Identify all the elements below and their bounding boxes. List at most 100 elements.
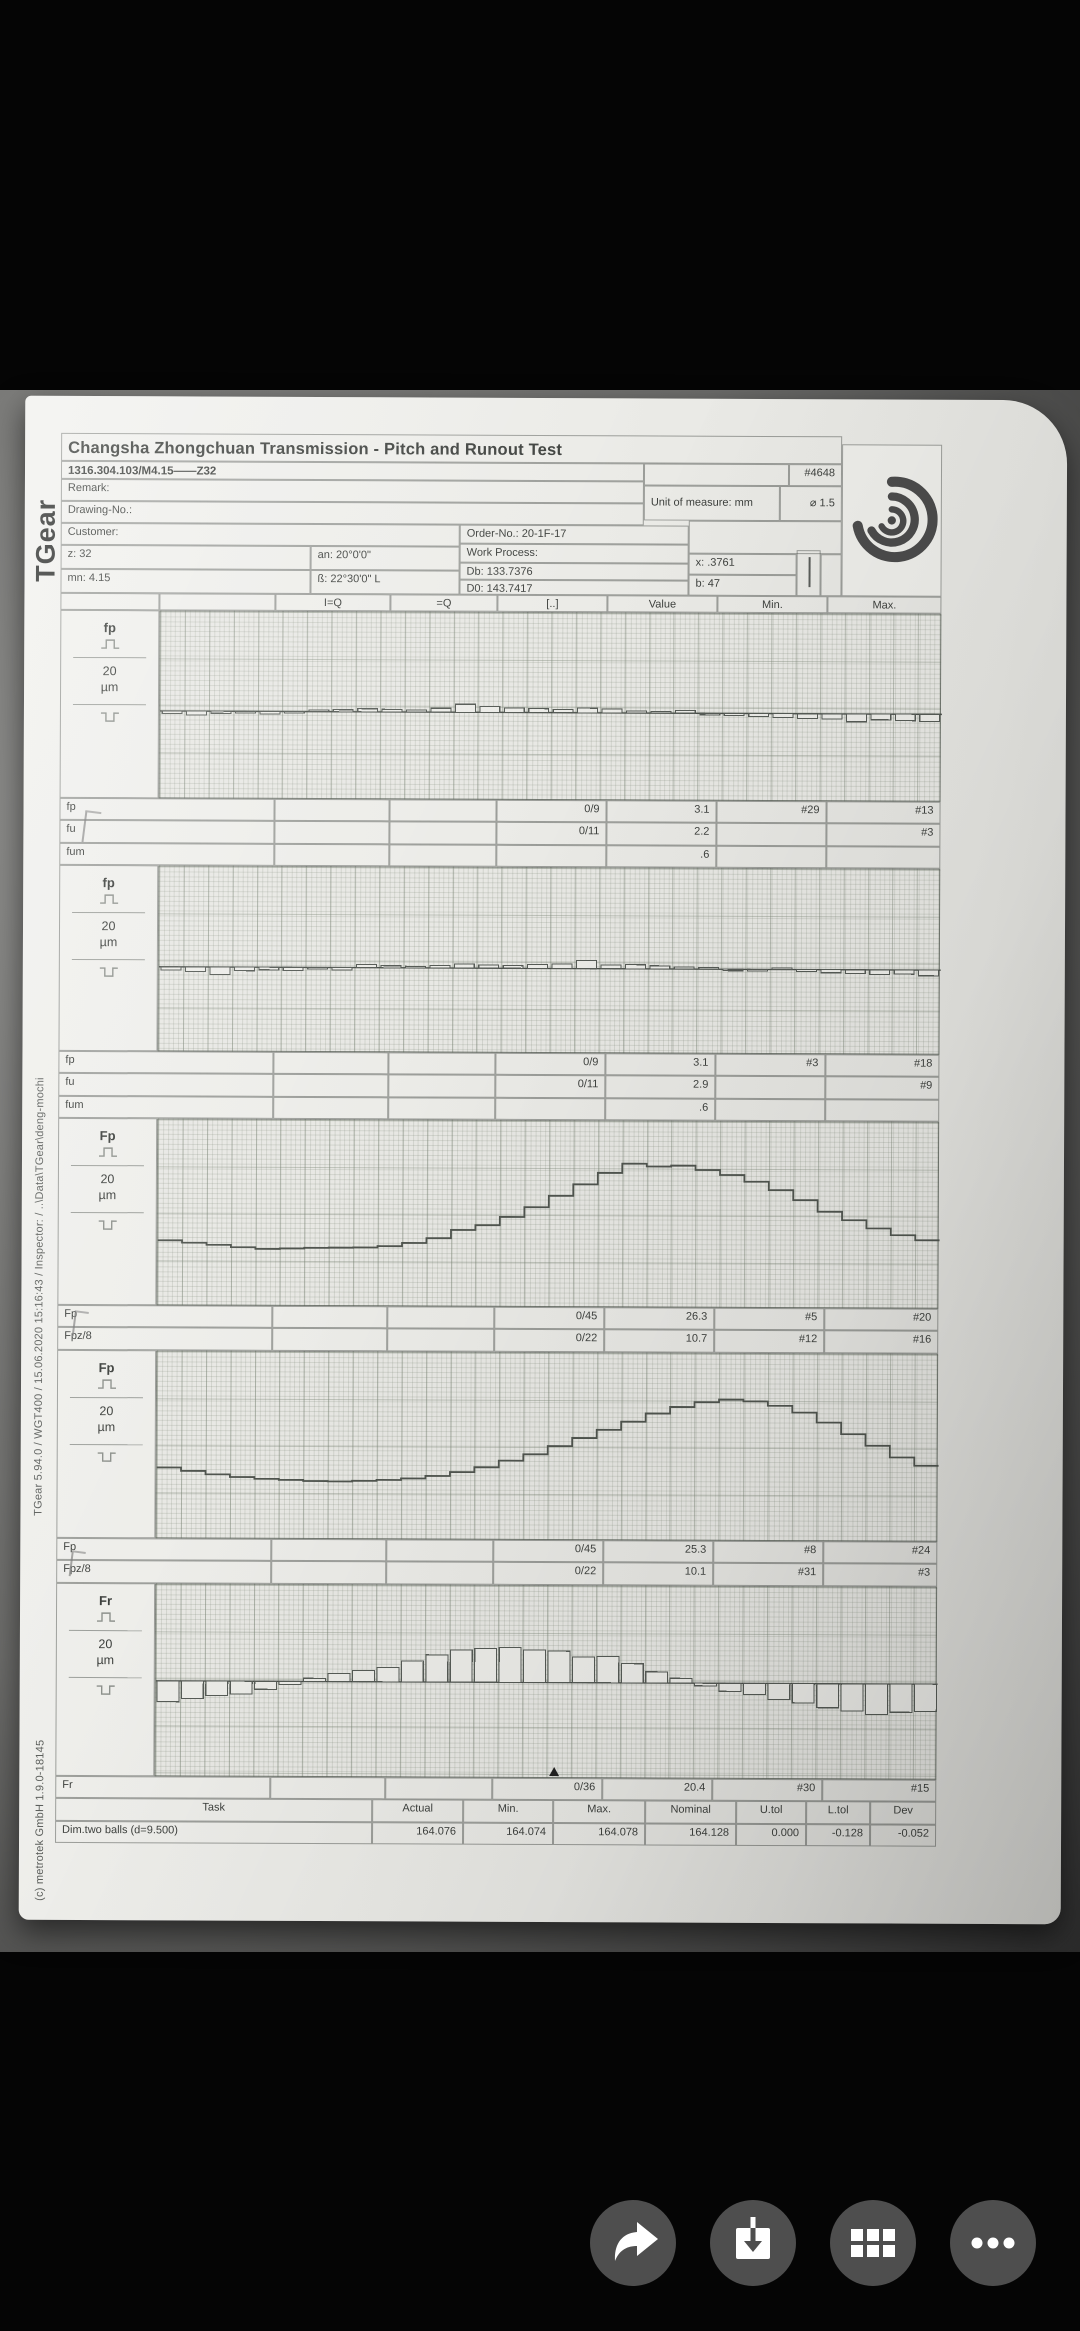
result-value: 0/11 (495, 1075, 606, 1099)
profile-shift: x: .3761 (688, 553, 797, 576)
serial-number: #4648 (788, 464, 843, 487)
result-value: #24 (823, 1541, 938, 1565)
task-header-4: Nominal (645, 1800, 737, 1824)
task-value: 164.074 (463, 1822, 554, 1846)
result-value (388, 1052, 496, 1076)
result-value: 3.1 (606, 800, 717, 824)
share-button[interactable] (590, 2200, 676, 2286)
result-value (716, 823, 827, 847)
flank-down-icon (97, 1452, 116, 1462)
customer-label: Customer: (60, 522, 460, 547)
scale-unit: µm (100, 680, 119, 695)
result-value: 0/22 (494, 1329, 605, 1353)
result-value: #29 (716, 800, 827, 824)
result-value: #3 (715, 1053, 826, 1077)
module: mn: 4.15 (60, 568, 311, 594)
chart-trace-4 (155, 1646, 938, 1777)
result-value: #20 (824, 1308, 939, 1332)
column-header-2: [..] (497, 594, 608, 613)
column-header-4: Min. (717, 595, 828, 614)
probe-diameter: ⌀ 1.5 (779, 486, 842, 522)
scale-value: 20 (100, 1172, 115, 1187)
result-parameter: Fp (56, 1537, 272, 1562)
flank-up-icon (97, 1379, 116, 1389)
download-button[interactable] (710, 2200, 796, 2286)
flank-up-icon (99, 894, 118, 904)
header-empty-cell (820, 554, 842, 597)
result-value: 10.7 (604, 1329, 715, 1353)
metrotek-logo (841, 444, 943, 597)
parameter-label: fp (103, 620, 116, 636)
result-value (273, 1096, 389, 1120)
result-value: .6 (606, 845, 717, 868)
result-value: #8 (713, 1540, 824, 1564)
report-document: Changsha Zhongchuan Transmission - Pitch… (55, 432, 943, 1849)
face-width: b: 47 (688, 574, 797, 597)
apps-grid-icon (851, 2229, 895, 2257)
result-value (826, 846, 941, 869)
task-name: Dim.two balls (d=9.500) (55, 1820, 373, 1845)
chart-4 (154, 1583, 938, 1780)
result-value: 3.1 (605, 1053, 716, 1077)
chart-trace-0 (159, 703, 942, 723)
result-value: 0/36 (492, 1777, 603, 1801)
apps-grid-button[interactable] (830, 2200, 916, 2286)
result-value (388, 1097, 496, 1120)
result-value: 0/22 (493, 1562, 604, 1586)
result-value: #9 (825, 1076, 940, 1100)
flank-down-icon (100, 712, 119, 722)
task-value: 0.000 (736, 1823, 807, 1847)
chart-trace-3 (156, 1398, 939, 1483)
result-parameter: Fpz/8 (56, 1560, 272, 1584)
flank-down-icon (96, 1685, 115, 1695)
document-photo[interactable]: TGear TGear 5.94.0 / WGT400 / 15.06.2020… (0, 390, 1080, 1952)
scale-value: 20 (99, 1404, 114, 1419)
result-value: #15 (822, 1779, 937, 1803)
result-parameter: fu (58, 1073, 274, 1097)
result-value (495, 1097, 606, 1121)
column-header-5: Max. (827, 596, 942, 614)
base-diameter: Db: 133.7376 (459, 562, 689, 581)
parameter-label: Fp (99, 1128, 116, 1144)
task-value: 164.128 (645, 1823, 737, 1847)
result-value (716, 845, 827, 869)
result-value (272, 1328, 388, 1352)
task-header-3: Max. (553, 1800, 646, 1824)
result-value (715, 1098, 826, 1122)
report-path-sidenote: TGear 5.94.0 / WGT400 / 15.06.2020 15:16… (32, 1077, 47, 1516)
section-label-block-0: fp 20 µm (59, 609, 160, 799)
start-tooth-marker (549, 1767, 560, 1777)
task-header-5: U.tol (736, 1801, 807, 1824)
download-icon (736, 2217, 770, 2259)
scale-unit: µm (97, 1420, 116, 1435)
scale-unit: µm (99, 935, 118, 950)
more-button[interactable] (950, 2200, 1036, 2286)
task-header-0: Task (55, 1798, 373, 1823)
tgear-brand: TGear (30, 498, 61, 582)
column-header-0: I=Q (275, 593, 391, 612)
result-value (273, 1051, 389, 1075)
result-value: 0/11 (496, 822, 607, 846)
copyright-sidenote: (c) metrotek GmbH 1.9.0-18145 (33, 1739, 47, 1901)
result-value: #13 (826, 801, 941, 825)
flank-up-icon (98, 1147, 117, 1157)
teeth-count: z: 32 (60, 544, 311, 570)
result-value (387, 1328, 495, 1352)
section-label-block-4: Fr 20 µm (55, 1582, 156, 1777)
result-value (388, 1074, 496, 1098)
result-value: 20.4 (602, 1778, 713, 1802)
tip-diameter: D0: 143.7417 (459, 579, 689, 596)
section-label-block-2: Fp 20 µm (57, 1117, 158, 1306)
column-header-3: Value (607, 595, 718, 613)
result-parameter: fum (59, 842, 275, 867)
chart-2 (156, 1118, 940, 1309)
result-value: #3 (823, 1563, 938, 1587)
task-value: -0.128 (806, 1823, 871, 1847)
chart-trace-2 (157, 1162, 940, 1250)
chart-trace-1 (158, 959, 941, 977)
column-header-1: =Q (390, 594, 498, 612)
spiral-logo-icon (852, 476, 938, 563)
result-value: #12 (714, 1330, 825, 1354)
paper-sheet: TGear TGear 5.94.0 / WGT400 / 15.06.2020… (18, 395, 1068, 1925)
result-value (385, 1777, 493, 1801)
